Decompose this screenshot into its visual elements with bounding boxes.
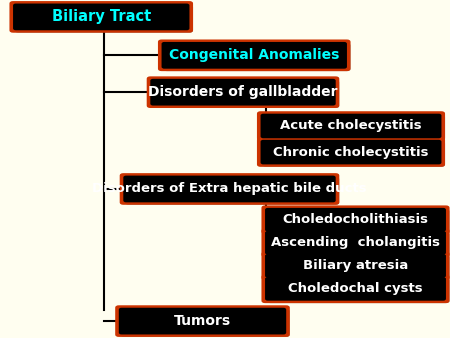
Text: Tumors: Tumors bbox=[174, 314, 231, 328]
Text: Choledochal cysts: Choledochal cysts bbox=[288, 282, 423, 295]
Text: Congenital Anomalies: Congenital Anomalies bbox=[169, 48, 339, 62]
FancyBboxPatch shape bbox=[265, 277, 446, 301]
Text: Biliary Tract: Biliary Tract bbox=[52, 9, 151, 24]
Text: Disorders of Extra hepatic bile ducts: Disorders of Extra hepatic bile ducts bbox=[92, 183, 367, 195]
FancyBboxPatch shape bbox=[267, 255, 450, 280]
FancyBboxPatch shape bbox=[265, 254, 446, 277]
FancyBboxPatch shape bbox=[152, 80, 339, 108]
FancyBboxPatch shape bbox=[163, 43, 351, 71]
FancyBboxPatch shape bbox=[261, 206, 450, 234]
FancyBboxPatch shape bbox=[261, 114, 441, 138]
FancyBboxPatch shape bbox=[265, 208, 446, 232]
Text: Ascending  cholangitis: Ascending cholangitis bbox=[271, 236, 440, 249]
FancyBboxPatch shape bbox=[150, 79, 336, 105]
FancyBboxPatch shape bbox=[261, 274, 450, 303]
FancyBboxPatch shape bbox=[261, 251, 450, 280]
FancyBboxPatch shape bbox=[261, 228, 450, 257]
FancyBboxPatch shape bbox=[267, 209, 450, 234]
FancyBboxPatch shape bbox=[123, 176, 336, 202]
FancyBboxPatch shape bbox=[262, 115, 445, 141]
FancyBboxPatch shape bbox=[120, 173, 339, 205]
FancyBboxPatch shape bbox=[121, 309, 290, 337]
FancyBboxPatch shape bbox=[261, 140, 441, 164]
FancyBboxPatch shape bbox=[267, 232, 450, 257]
FancyBboxPatch shape bbox=[267, 278, 450, 303]
FancyBboxPatch shape bbox=[257, 137, 445, 167]
FancyBboxPatch shape bbox=[147, 76, 339, 108]
FancyBboxPatch shape bbox=[257, 111, 445, 141]
FancyBboxPatch shape bbox=[265, 231, 446, 255]
Text: Biliary atresia: Biliary atresia bbox=[303, 259, 408, 272]
Text: Disorders of gallbladder: Disorders of gallbladder bbox=[148, 85, 338, 99]
FancyBboxPatch shape bbox=[9, 1, 193, 33]
FancyBboxPatch shape bbox=[15, 5, 193, 33]
FancyBboxPatch shape bbox=[13, 3, 189, 30]
FancyBboxPatch shape bbox=[158, 40, 351, 71]
Text: Acute cholecystitis: Acute cholecystitis bbox=[280, 119, 422, 132]
Text: Chronic cholecystitis: Chronic cholecystitis bbox=[273, 146, 429, 159]
Text: Choledocholithiasis: Choledocholithiasis bbox=[283, 213, 428, 226]
FancyBboxPatch shape bbox=[119, 308, 286, 335]
FancyBboxPatch shape bbox=[115, 305, 290, 337]
FancyBboxPatch shape bbox=[162, 42, 347, 69]
FancyBboxPatch shape bbox=[125, 177, 339, 205]
FancyBboxPatch shape bbox=[262, 141, 445, 167]
